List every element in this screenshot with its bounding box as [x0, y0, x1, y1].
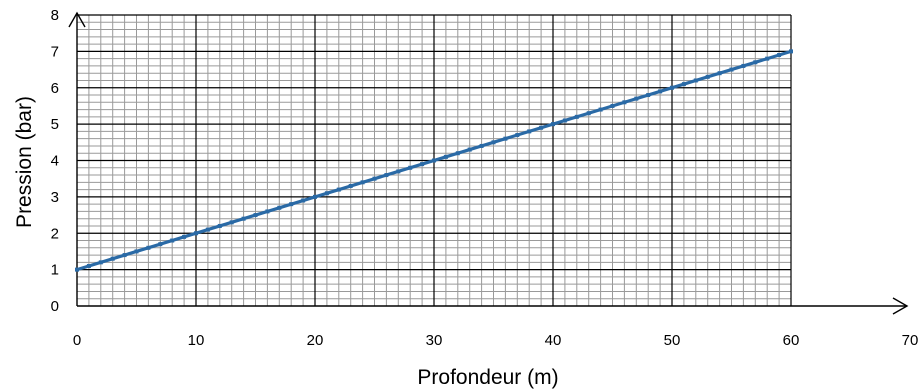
series-point [158, 242, 163, 247]
series-point [717, 71, 722, 76]
y-tick-label: 7 [51, 43, 59, 60]
series-point [432, 158, 436, 163]
y-tick-label: 4 [51, 153, 59, 170]
x-tick-label: 60 [783, 332, 800, 349]
series-point [539, 125, 544, 130]
series-point [265, 209, 270, 214]
series-point [658, 89, 663, 94]
series-point [562, 118, 567, 123]
x-tick-label: 0 [73, 332, 81, 349]
x-axis-arrow-icon [892, 297, 909, 315]
series-point [670, 85, 674, 90]
series-point [467, 147, 472, 152]
series-point [86, 263, 91, 268]
series-point [348, 183, 353, 188]
series-layer [75, 49, 793, 272]
series-point [253, 213, 258, 218]
series-point [789, 49, 793, 54]
series-point [98, 260, 103, 265]
x-tick-label: 70 [902, 332, 919, 349]
series-point [586, 111, 591, 116]
y-tick-label: 1 [51, 262, 59, 279]
series-point [598, 107, 603, 112]
series-point [205, 227, 210, 232]
y-tick-label: 5 [51, 116, 59, 133]
series-point [753, 60, 758, 65]
series-point [336, 187, 341, 192]
series-point [479, 143, 484, 148]
x-tick-label: 20 [307, 332, 324, 349]
series-point [729, 67, 734, 72]
series-point [396, 169, 401, 174]
y-axis-arrow-icon [68, 11, 86, 28]
series-point [408, 165, 413, 170]
series-point [634, 96, 639, 101]
series-point [194, 231, 198, 236]
series-point [491, 140, 496, 145]
series-point [301, 198, 306, 203]
series-point [420, 162, 425, 167]
series-point [693, 78, 698, 83]
y-axis-title: Pression (bar) [13, 96, 36, 228]
series-point [241, 216, 246, 221]
y-tick-label: 8 [51, 7, 59, 24]
series-point [551, 122, 555, 127]
series-point [277, 205, 282, 210]
series-point [313, 194, 317, 199]
series-point [134, 249, 139, 254]
series-point [122, 253, 127, 258]
series-point [170, 238, 175, 243]
series-point [777, 53, 782, 58]
y-tick-label: 6 [51, 80, 59, 97]
y-tick-label: 2 [51, 225, 59, 242]
series-point [384, 173, 389, 178]
x-axis-title: Profondeur (m) [417, 366, 558, 389]
x-tick-labels: 0 10 20 30 40 50 60 70 [73, 332, 919, 349]
series-point [455, 151, 460, 156]
series-point [527, 129, 532, 134]
y-tick-label: 0 [51, 298, 59, 315]
series-point [289, 202, 294, 207]
series-point [182, 234, 187, 239]
series-point [146, 245, 151, 250]
series-point [229, 220, 234, 225]
series-point [515, 133, 520, 138]
x-tick-label: 30 [426, 332, 443, 349]
series-point [741, 63, 746, 68]
series-point [372, 176, 377, 181]
series-point [75, 267, 79, 272]
series-point [574, 114, 579, 119]
series-point [610, 103, 615, 108]
series-point [360, 180, 365, 185]
y-tick-label: 3 [51, 189, 59, 206]
x-tick-label: 40 [545, 332, 562, 349]
series-point [443, 154, 448, 159]
series-point [110, 256, 115, 261]
axes [68, 11, 909, 315]
x-tick-label: 50 [664, 332, 681, 349]
x-tick-label: 10 [188, 332, 205, 349]
series-point [705, 74, 710, 79]
series-point [217, 223, 222, 228]
y-tick-labels: 0 1 2 3 4 5 6 7 8 [51, 7, 59, 315]
series-point [622, 100, 627, 105]
series-point [681, 82, 686, 87]
series-point [503, 136, 508, 141]
series-point [646, 93, 651, 98]
series-point [765, 56, 770, 61]
series-point [324, 191, 329, 196]
